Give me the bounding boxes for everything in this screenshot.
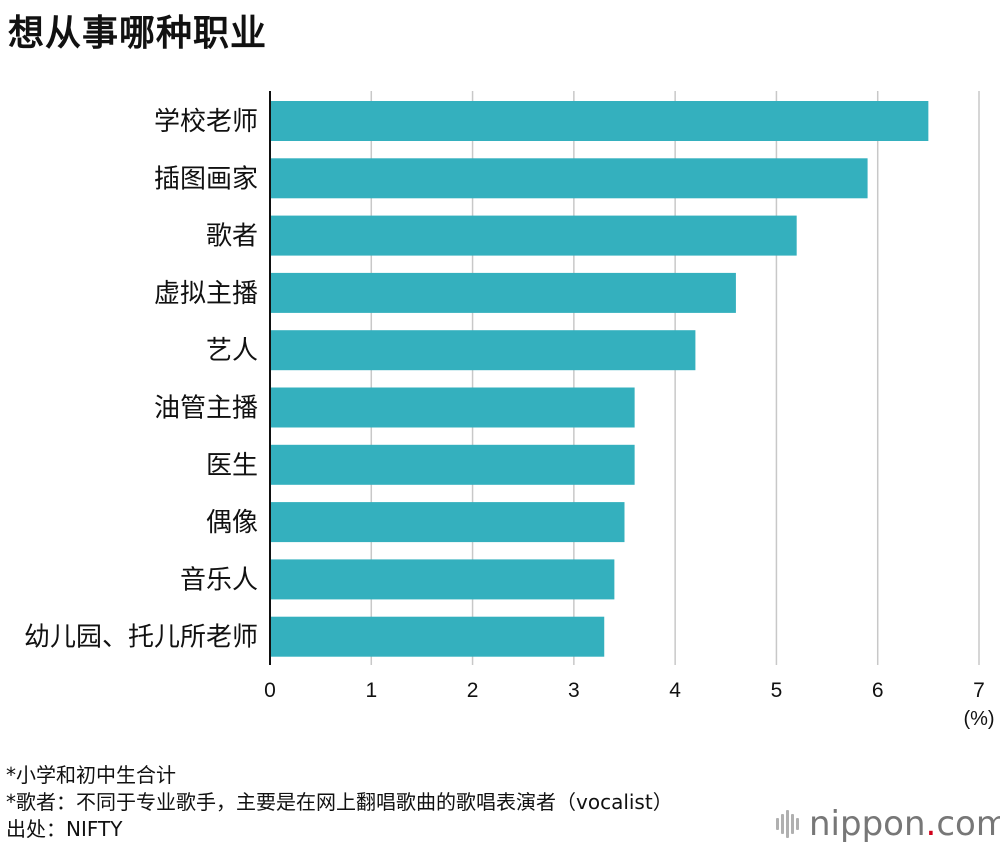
x-tick-label: 0 <box>264 679 276 702</box>
bar <box>271 559 615 600</box>
bar <box>271 101 929 141</box>
footnotes: *小学和初中生合计 *歌者：不同于专业歌手，主要是在网上翻唱歌曲的歌唱表演者（v… <box>6 762 673 843</box>
category-label: 音乐人 <box>180 565 258 595</box>
category-label: 油管主播 <box>154 394 258 424</box>
bar <box>271 387 635 428</box>
bar <box>271 330 696 371</box>
source-note: 出处：NIFTY <box>6 817 123 841</box>
category-label: 虚拟主播 <box>154 279 258 309</box>
x-axis: 0 1 2 3 4 5 6 7 (%) <box>264 91 995 730</box>
x-tick-label: 5 <box>771 679 783 702</box>
x-tick-label: 2 <box>467 679 479 702</box>
bar <box>271 444 635 485</box>
brand-text: nippon.com <box>809 804 1000 844</box>
x-tick-label: 6 <box>872 679 884 702</box>
category-label: 学校老师 <box>154 107 258 137</box>
category-label: 偶像 <box>206 508 258 538</box>
nippon-mark-icon <box>776 810 799 838</box>
x-tick-label: 3 <box>568 679 580 702</box>
bars <box>271 101 929 657</box>
bar <box>271 502 625 543</box>
x-tick-label: 1 <box>365 679 377 702</box>
category-label: 插图画家 <box>154 164 258 194</box>
category-label: 医生 <box>206 451 258 481</box>
category-label: 幼儿园、托儿所老师 <box>24 623 258 653</box>
bar <box>271 272 736 313</box>
nippon-logo: nippon.com <box>776 804 1000 844</box>
footnote-2: *歌者：不同于专业歌手，主要是在网上翻唱歌曲的歌唱表演者（vocalist） <box>6 790 673 814</box>
category-label: 艺人 <box>206 336 258 366</box>
bar <box>271 616 605 657</box>
category-label: 歌者 <box>206 222 258 252</box>
x-tick-label: 4 <box>669 679 681 702</box>
x-tick-label: 7 <box>973 679 985 702</box>
footnote-1: *小学和初中生合计 <box>6 763 176 787</box>
x-axis-unit: (%) <box>963 708 994 730</box>
bar <box>271 215 797 256</box>
chart-title: 想从事哪种职业 <box>8 13 268 54</box>
bar <box>271 158 868 199</box>
